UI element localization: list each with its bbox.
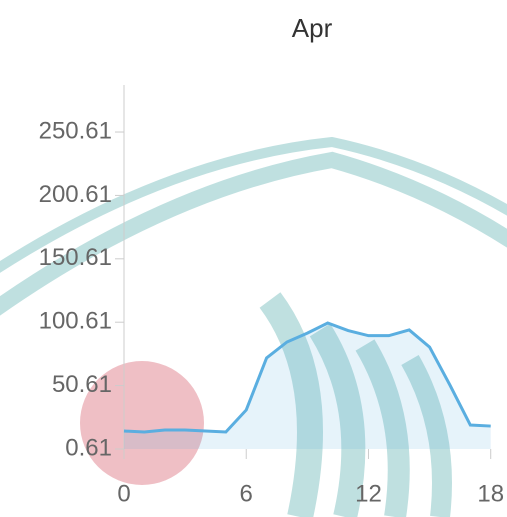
y-tick-label: 250.61 <box>39 117 112 144</box>
area <box>124 322 491 449</box>
x-tick-label: 18 <box>477 480 504 507</box>
y-tick-label: 150.61 <box>39 244 112 271</box>
x-tick-label: 6 <box>240 480 253 507</box>
y-tick-label: 0.61 <box>65 434 112 461</box>
y-tick-label: 100.61 <box>39 308 112 335</box>
y-tick-label: 200.61 <box>39 181 112 208</box>
chart-title: Apr <box>292 13 333 43</box>
x-tick-label: 12 <box>355 480 382 507</box>
y-tick-label: 50.61 <box>52 371 112 398</box>
x-tick-label: 0 <box>117 480 130 507</box>
decoration-circle <box>80 361 204 485</box>
line <box>123 321 491 434</box>
decoration <box>0 136 507 517</box>
